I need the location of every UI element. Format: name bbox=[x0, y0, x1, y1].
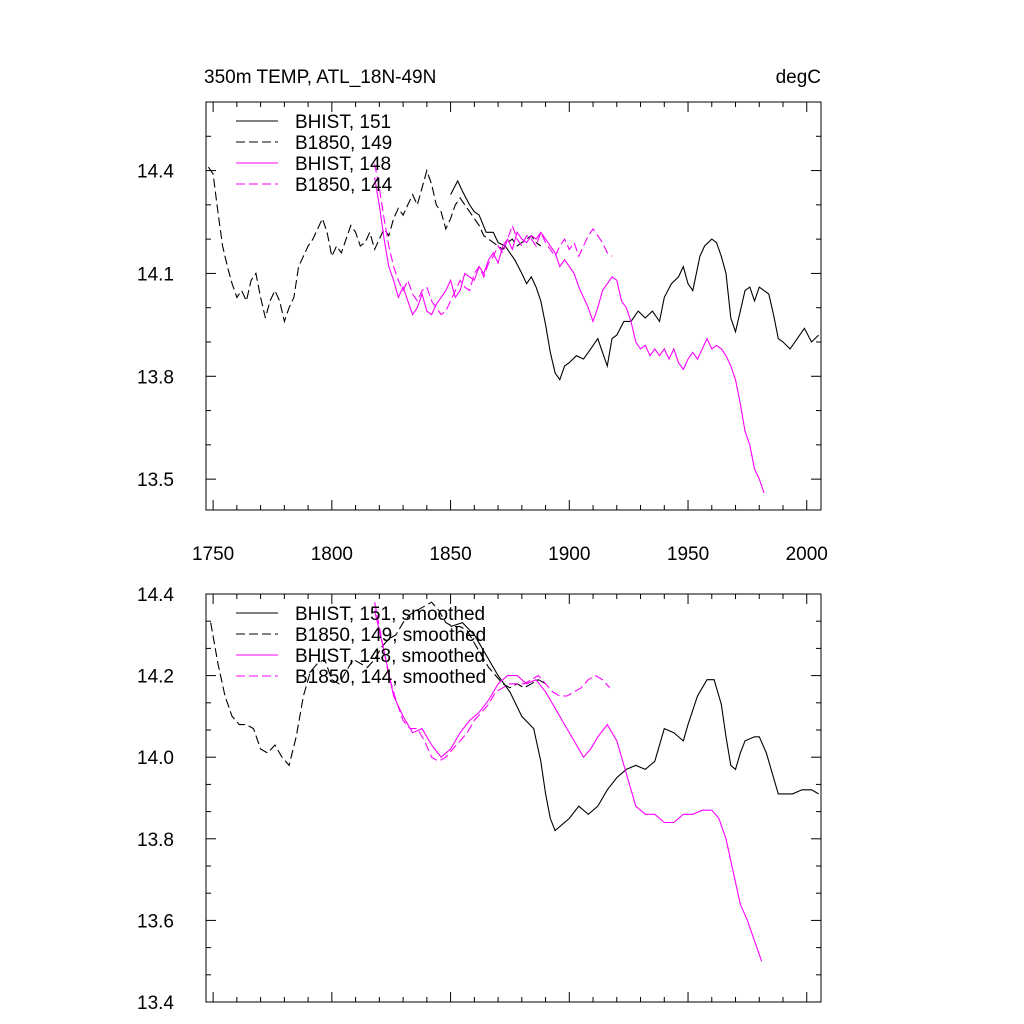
legend-label: B1850, 144 bbox=[295, 175, 393, 196]
series-line bbox=[450, 621, 819, 832]
x-tick-label: 1950 bbox=[667, 544, 709, 565]
legend-label: BHIST, 151 bbox=[295, 112, 391, 133]
series-line bbox=[374, 610, 763, 962]
legend-label: B1850, 149, smoothed bbox=[295, 625, 486, 646]
chart-title: 350m TEMP, ATL_18N-49N bbox=[204, 67, 436, 88]
y-tick-label: 13.8 bbox=[137, 830, 174, 851]
series-line bbox=[374, 602, 611, 762]
y-tick-label: 13.4 bbox=[137, 993, 174, 1014]
legend-label: BHIST, 148 bbox=[295, 154, 391, 175]
series-line bbox=[374, 177, 765, 494]
series-line bbox=[210, 601, 546, 767]
y-tick-label: 14.1 bbox=[137, 264, 174, 285]
series-line bbox=[207, 166, 542, 324]
legend-label: BHIST, 148, smoothed bbox=[295, 646, 485, 667]
series-line bbox=[374, 163, 613, 316]
axis-ticks-top: 1750 1800 1850 1900 1950 2000 13.5 13.8 14.1 14.4 bbox=[137, 101, 828, 565]
x-tick-label: 1800 bbox=[311, 544, 353, 565]
y-tick-label: 14.4 bbox=[137, 585, 174, 606]
axis-ticks-bottom: 13.4 13.6 13.8 14.0 14.2 14.4 bbox=[137, 585, 821, 1014]
legend-label: BHIST, 151, smoothed bbox=[295, 604, 485, 625]
series-lines-bottom bbox=[210, 601, 819, 962]
panel-top: 350m TEMP, ATL_18N-49N degC 1750 1800 1850… bbox=[137, 67, 828, 565]
units-label: degC bbox=[776, 67, 821, 88]
series-lines-top bbox=[207, 163, 819, 494]
y-tick-label: 14.4 bbox=[137, 162, 174, 183]
x-tick-label: 1750 bbox=[192, 544, 234, 565]
panel-bottom: 13.4 13.6 13.8 14.0 14.2 14.4 BHIST, 151, smo… bbox=[137, 585, 822, 1014]
plot-frame-bottom bbox=[205, 593, 822, 1003]
plot-frame-top bbox=[205, 101, 822, 511]
y-tick-label: 14.0 bbox=[137, 748, 174, 769]
x-tick-label: 2000 bbox=[786, 544, 828, 565]
legend-label: B1850, 144, smoothed bbox=[295, 667, 486, 688]
x-tick-label: 1900 bbox=[548, 544, 590, 565]
y-tick-label: 13.5 bbox=[137, 470, 174, 491]
legend-label: B1850, 149 bbox=[295, 133, 392, 154]
y-tick-label: 13.6 bbox=[137, 911, 174, 932]
y-tick-label: 13.8 bbox=[137, 367, 174, 388]
series-line bbox=[450, 179, 819, 381]
y-tick-label: 14.2 bbox=[137, 667, 174, 688]
x-tick-label: 1850 bbox=[429, 544, 471, 565]
